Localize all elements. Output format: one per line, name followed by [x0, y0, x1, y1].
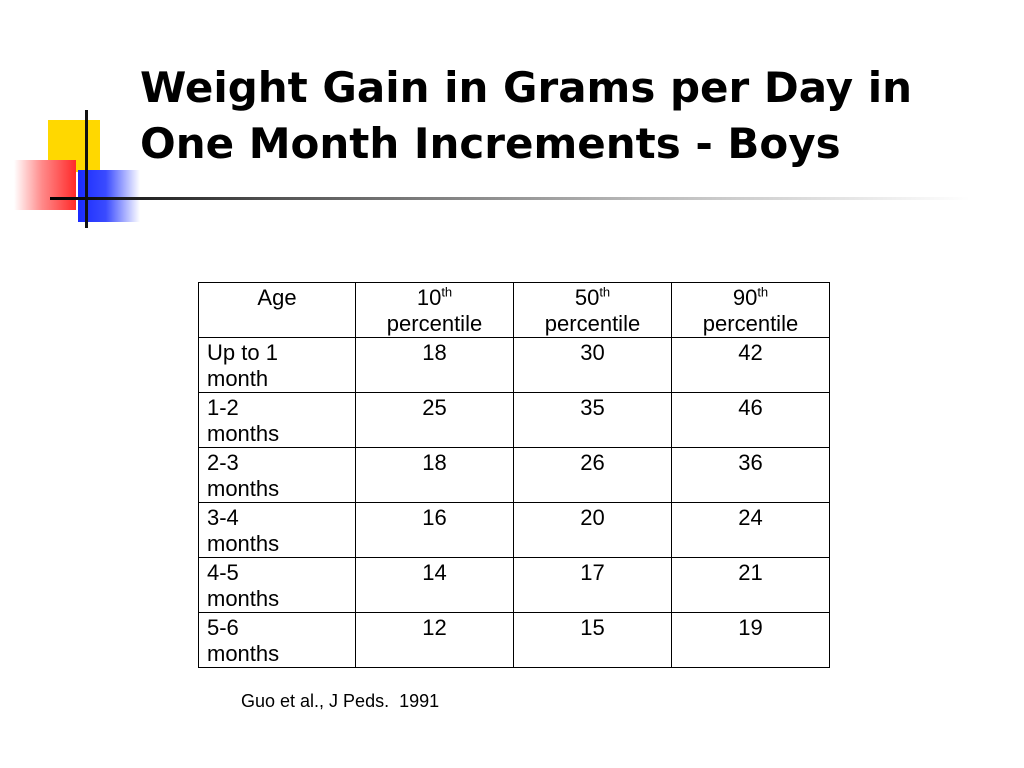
cell-p10: 16	[355, 502, 514, 558]
cell-p10: 25	[355, 392, 514, 448]
source-citation: Guo et al., J Peds. 1991	[241, 691, 440, 711]
cell-age: 5-6 months	[198, 612, 356, 668]
cell-p90: 21	[671, 557, 830, 613]
title-line-1: Weight Gain in Grams per Day in	[140, 63, 913, 112]
cell-p10: 18	[355, 337, 514, 393]
cell-p90: 24	[671, 502, 830, 558]
cell-p90: 19	[671, 612, 830, 668]
header-90th-percentile: 90th percentile	[671, 282, 830, 338]
table-row: 4-5 months 14 17 21	[198, 557, 830, 613]
cell-p50: 35	[513, 392, 672, 448]
vertical-rule-decoration	[85, 110, 88, 228]
header-age: Age	[198, 282, 356, 338]
slide-decoration	[0, 0, 160, 240]
cell-p10: 18	[355, 447, 514, 503]
cell-p50: 30	[513, 337, 672, 393]
cell-age: 3-4 months	[198, 502, 356, 558]
red-square-decoration	[14, 160, 76, 210]
table-row: 5-6 months 12 15 19	[198, 612, 830, 668]
weight-gain-table: Age 10th percentile 50th percentile 90th…	[198, 282, 830, 668]
table-header-row: Age 10th percentile 50th percentile 90th…	[198, 282, 830, 338]
cell-age: Up to 1 month	[198, 337, 356, 393]
cell-p90: 42	[671, 337, 830, 393]
slide-title: Weight Gain in Grams per Day in One Mont…	[140, 60, 1000, 172]
cell-age: 2-3 months	[198, 447, 356, 503]
table-row: 2-3 months 18 26 36	[198, 447, 830, 503]
title-underline-rule	[50, 197, 970, 200]
cell-p50: 17	[513, 557, 672, 613]
table-row: 3-4 months 16 20 24	[198, 502, 830, 558]
cell-age: 1-2 months	[198, 392, 356, 448]
cell-p50: 15	[513, 612, 672, 668]
blue-square-decoration	[78, 170, 140, 222]
cell-p50: 26	[513, 447, 672, 503]
cell-age: 4-5 months	[198, 557, 356, 613]
cell-p10: 12	[355, 612, 514, 668]
cell-p90: 36	[671, 447, 830, 503]
header-50th-percentile: 50th percentile	[513, 282, 672, 338]
cell-p50: 20	[513, 502, 672, 558]
table-row: 1-2 months 25 35 46	[198, 392, 830, 448]
table-row: Up to 1 month 18 30 42	[198, 337, 830, 393]
title-line-2: One Month Increments - Boys	[140, 119, 841, 168]
cell-p90: 46	[671, 392, 830, 448]
header-10th-percentile: 10th percentile	[355, 282, 514, 338]
cell-p10: 14	[355, 557, 514, 613]
